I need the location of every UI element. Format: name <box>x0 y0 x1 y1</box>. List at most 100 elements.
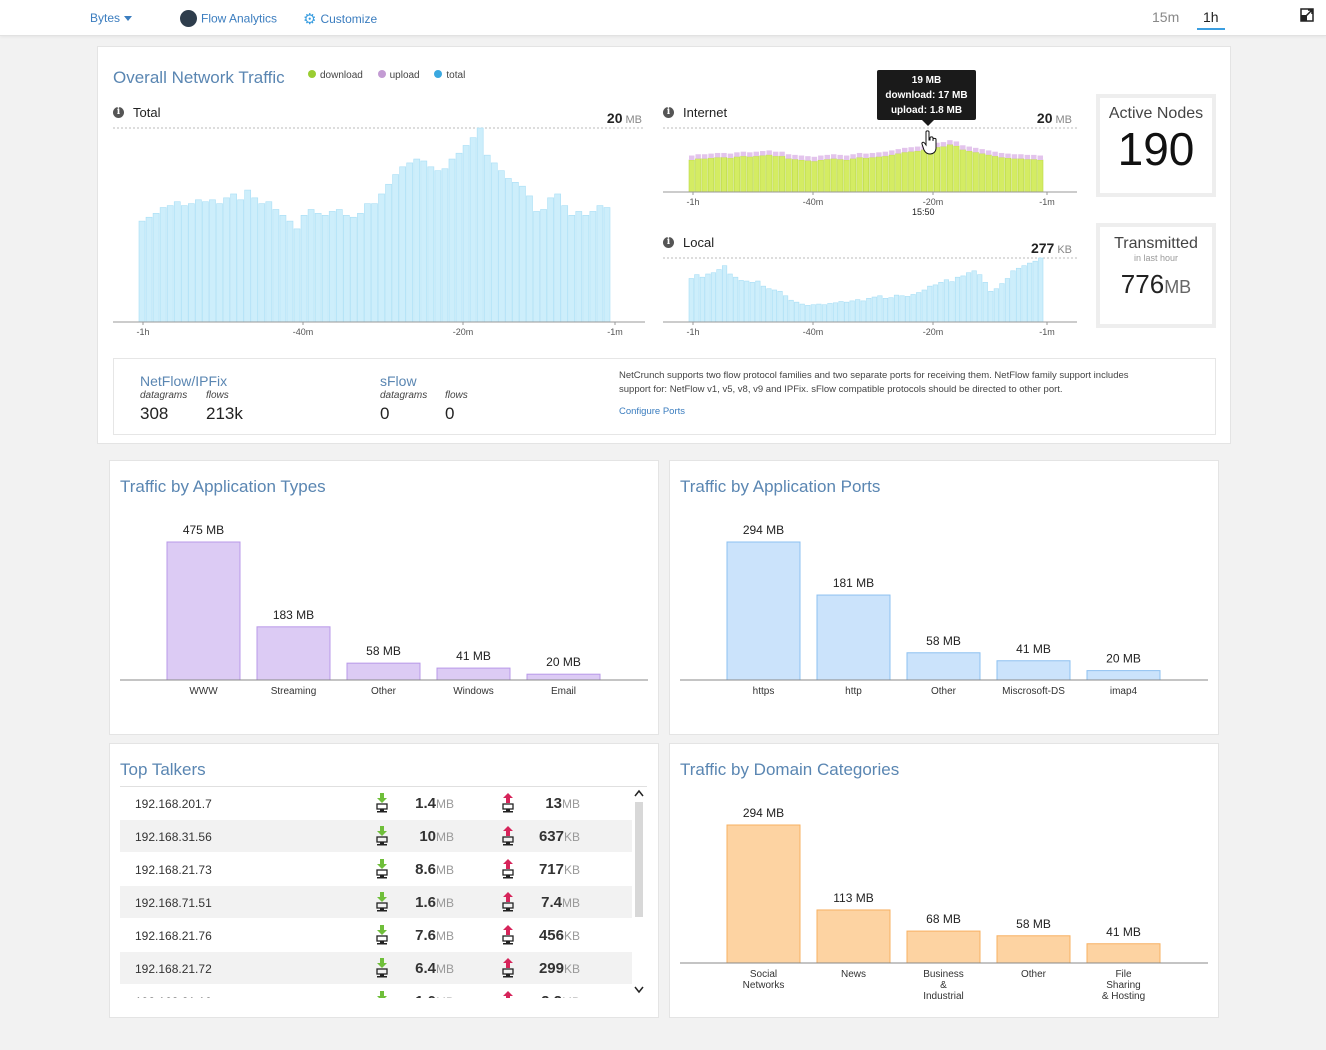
chart-bar <box>824 159 831 193</box>
bar <box>346 662 421 681</box>
chart-bar <box>568 215 576 323</box>
chart-bar <box>152 213 160 323</box>
table-row[interactable]: 192.168.21.76 7.6MB 456KB <box>120 919 647 952</box>
chart-bar <box>830 158 837 193</box>
chart-bar <box>1024 159 1031 193</box>
chart-bar-upload <box>734 152 740 157</box>
table-row[interactable]: 192.168.21.73 8.6MB 717KB <box>120 853 647 886</box>
table-row[interactable]: 192.168.201.7 1.4MB 13MB <box>120 787 647 820</box>
chart-bar <box>866 298 872 323</box>
chart-bar <box>371 203 378 323</box>
legend-download[interactable]: download <box>308 70 363 81</box>
x-tick-label: -40m <box>803 327 824 337</box>
bytes-dropdown[interactable]: Bytes <box>90 11 133 25</box>
talker-ip: 192.168.21.72 <box>135 962 212 976</box>
chart-bar <box>993 288 999 323</box>
bar <box>436 667 511 681</box>
info-icon[interactable]: i <box>663 107 674 119</box>
scroll-up-icon[interactable] <box>634 789 644 797</box>
transmitted-title: Transmitted <box>1114 235 1198 252</box>
customize-button[interactable]: ⚙ Customize <box>303 11 377 29</box>
local-traffic-chart[interactable]: -1h -40m -20m -1m <box>663 255 1077 340</box>
chart-bar <box>251 197 259 323</box>
tab-15m[interactable]: 15m <box>1152 9 1180 25</box>
scroll-down-icon[interactable] <box>634 986 644 994</box>
table-row[interactable]: 192.168.21.101.0MB2.2MB <box>120 985 647 998</box>
bar-value-label: 294 MB <box>743 806 784 820</box>
chart-bar <box>805 305 811 323</box>
expand-icon[interactable] <box>1300 8 1314 22</box>
chart-bar <box>999 283 1005 323</box>
chart-bar <box>497 170 505 323</box>
chart-bar-upload <box>1005 153 1011 159</box>
app-ports-chart[interactable]: 294 MB https 181 MB http 58 MB Other 41 MB Misc… <box>680 515 1208 705</box>
chart-tooltip: 19 MB download: 17 MB upload: 1.8 MB <box>877 70 976 126</box>
configure-ports-link[interactable]: Configure Ports <box>619 406 686 417</box>
chart-bar <box>378 193 385 323</box>
talker-upload-unit: KB <box>563 929 580 943</box>
chart-bar <box>554 193 561 323</box>
chart-bar-upload <box>843 155 850 160</box>
sflow-flows-value: 0 <box>445 404 455 423</box>
local-max-unit: KB <box>1057 244 1072 256</box>
chart-bar <box>596 205 604 323</box>
tab-1h[interactable]: 1h <box>1197 9 1225 30</box>
local-max-value: 277 <box>1030 240 1055 256</box>
talker-upload-value: 2.2 <box>541 993 562 998</box>
top-talkers-list[interactable]: 192.168.201.7 1.4MB 13MB 192.168.31.56 10MB 6… <box>120 786 647 998</box>
chart-bar <box>293 228 301 323</box>
chart-bar <box>399 166 407 323</box>
chart-bar <box>875 156 882 193</box>
chart-bar <box>385 183 392 323</box>
download-icon <box>375 826 389 846</box>
chart-bar-upload <box>914 146 921 152</box>
scroll-thumb[interactable] <box>635 802 643 917</box>
total-max-unit: MB <box>625 114 643 126</box>
transmitted-unit: MB <box>1164 277 1192 297</box>
flow-analytics-button[interactable]: Flow Analytics <box>180 10 277 28</box>
table-row[interactable]: 192.168.21.72 6.4MB 299KB <box>120 952 632 985</box>
chart-bar <box>1004 278 1011 323</box>
chart-bar <box>777 290 783 323</box>
chart-bar <box>710 272 717 323</box>
chart-bar <box>714 157 721 193</box>
active-nodes-value: 190 <box>1117 123 1195 175</box>
chart-bar <box>760 285 766 323</box>
chart-bar <box>908 151 915 193</box>
netflow-datagrams-label: datagrams <box>140 390 188 401</box>
legend-upload[interactable]: upload <box>377 70 420 81</box>
talker-download-unit: MB <box>436 929 454 943</box>
hand-cursor-icon <box>921 130 937 155</box>
category-label: Networks <box>743 980 785 991</box>
info-icon[interactable]: i <box>113 107 124 119</box>
bar-value-label: 20 MB <box>1106 652 1141 666</box>
bar <box>166 541 241 681</box>
chart-bar <box>856 157 863 193</box>
chart-bar-upload <box>785 154 792 159</box>
chart-bar <box>547 197 554 323</box>
info-icon[interactable]: i <box>663 237 674 249</box>
app-types-chart[interactable]: 475 MB WWW 183 MB Streaming 58 MB Other 41 MB W… <box>120 515 648 705</box>
chart-bar <box>855 299 861 323</box>
internet-traffic-chart[interactable]: -1h -40m -20m -1m <box>663 125 1077 210</box>
talker-upload-value: 7.4 <box>541 894 562 911</box>
talker-upload: 2.2MB <box>520 993 580 998</box>
chart-bar <box>699 276 705 323</box>
bytes-label: Bytes <box>90 11 121 25</box>
legend-total[interactable]: total <box>434 70 465 81</box>
chart-bar <box>462 145 470 323</box>
talker-ip: 192.168.71.51 <box>135 896 212 910</box>
top-talkers-scrollbar[interactable] <box>632 786 646 998</box>
active-nodes-box: Active Nodes 190 <box>1096 94 1216 197</box>
chart-bar <box>895 153 902 193</box>
table-row[interactable]: 192.168.31.56 10MB 637KB <box>120 820 632 853</box>
table-row[interactable]: 192.168.71.51 1.6MB 7.4MB <box>120 886 632 919</box>
chart-bar <box>738 280 744 323</box>
talker-upload-unit: MB <box>562 896 580 910</box>
talker-download-value: 6.4 <box>415 960 436 977</box>
total-traffic-chart[interactable]: -1h -40m -20m -1m <box>113 125 645 340</box>
chart-bar-upload <box>1037 155 1043 160</box>
chart-bar <box>1037 159 1044 193</box>
talker-download-value: 10 <box>419 828 436 845</box>
